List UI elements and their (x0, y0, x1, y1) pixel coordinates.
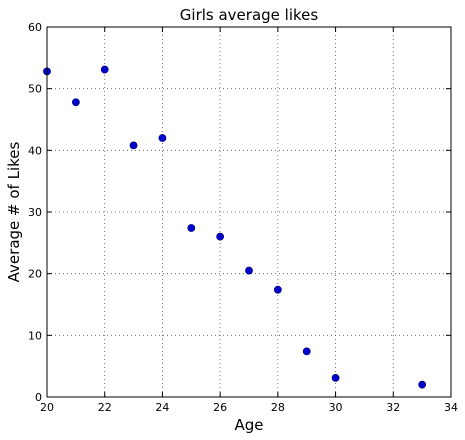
data-point (187, 224, 196, 232)
data-point (273, 285, 282, 294)
data-point (331, 373, 340, 382)
plot-frame (46, 26, 452, 398)
chart-title: Girls average likes (180, 6, 319, 24)
x-tick-label: 26 (213, 401, 227, 414)
x-tick-label: 28 (271, 401, 285, 414)
x-tick-label: 22 (98, 401, 112, 414)
x-tick-label: 24 (155, 401, 169, 414)
y-tick-label: 20 (28, 268, 42, 281)
y-tick-label: 60 (28, 21, 42, 34)
y-tick-label: 10 (28, 329, 42, 342)
x-axis-label: Age (234, 416, 263, 434)
data-point (418, 380, 427, 389)
x-tick-label: 34 (444, 401, 458, 414)
data-point (245, 266, 253, 275)
y-tick-label: 30 (28, 206, 42, 219)
y-tick-label: 0 (35, 391, 42, 404)
data-point (216, 232, 225, 241)
data-point (100, 65, 109, 74)
data-point (71, 98, 80, 107)
x-tick-label: 30 (329, 401, 343, 414)
tick-label-layer: 20 22 24 26 28 30 32 34 0 10 20 30 40 50 60 (28, 21, 458, 414)
x-tick-label: 20 (40, 401, 54, 414)
x-tick-label: 32 (386, 401, 400, 414)
grid-layer (46, 26, 452, 398)
y-axis-label: Average # of Likes (5, 141, 23, 282)
point-layer (43, 65, 427, 389)
y-tick-label: 50 (28, 83, 42, 96)
data-point (129, 141, 138, 150)
data-point (158, 134, 167, 142)
data-point (302, 347, 311, 356)
y-tick-label: 40 (28, 144, 42, 157)
